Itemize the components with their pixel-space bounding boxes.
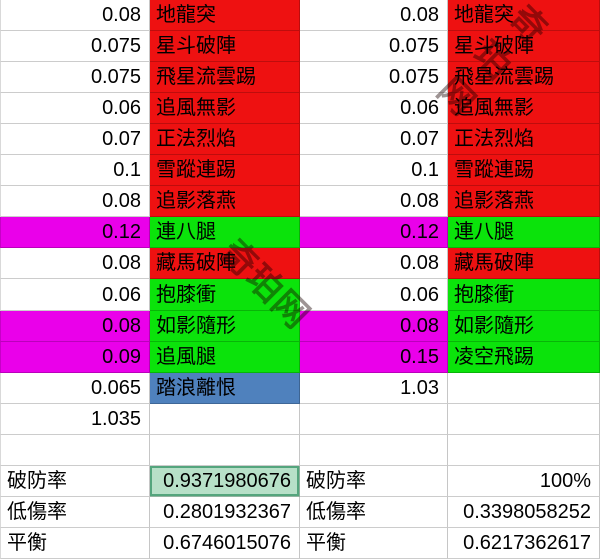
rate-value-cell[interactable]: 0.08 [300,186,448,218]
rate-value-cell[interactable]: 0.06 [0,93,150,125]
rate-value-cell[interactable]: 0.1 [300,155,448,187]
skill-name-cell[interactable]: 正法烈焰 [150,124,300,156]
rate-value-cell[interactable]: 0.06 [0,279,150,311]
rate-value-cell[interactable]: 0.08 [300,310,448,342]
summary-value-cell[interactable]: 0.9371980676 [150,465,300,497]
summary-label-cell[interactable]: 破防率 [0,465,150,497]
skill-name-cell[interactable]: 如影隨形 [448,310,600,342]
rate-value-cell[interactable]: 0.15 [300,341,448,373]
skill-name-cell[interactable]: 地龍突 [150,0,300,32]
summary-label-cell[interactable]: 低傷率 [0,496,150,528]
rate-value-cell[interactable] [300,434,448,466]
skill-name-cell[interactable]: 星斗破陣 [150,31,300,63]
summary-value-cell[interactable]: 0.6217362617 [448,527,600,559]
skill-name-cell[interactable]: 星斗破陣 [448,31,600,63]
skill-name-cell[interactable]: 抱膝衝 [150,279,300,311]
skill-name-cell[interactable] [150,403,300,435]
skill-name-cell[interactable]: 雪蹤連踢 [448,155,600,187]
skill-name-cell[interactable] [448,372,600,404]
skill-name-cell[interactable]: 飛星流雲踢 [448,62,600,94]
rate-value-cell[interactable]: 0.075 [300,31,448,63]
skill-name-cell[interactable]: 連八腿 [448,217,600,249]
rate-value-cell[interactable]: 0.12 [0,217,150,249]
summary-value-cell[interactable]: 0.3398058252 [448,496,600,528]
rate-value-cell[interactable]: 0.08 [0,186,150,218]
rate-value-cell[interactable]: 0.09 [0,341,150,373]
rate-value-cell[interactable]: 0.06 [300,279,448,311]
skill-name-cell[interactable]: 踏浪離恨 [150,372,300,404]
summary-value-cell[interactable]: 100% [448,465,600,497]
skill-name-cell[interactable] [448,434,600,466]
rate-value-cell[interactable] [300,403,448,435]
rate-value-cell[interactable]: 0.08 [0,310,150,342]
summary-value-cell[interactable]: 0.6746015076 [150,527,300,559]
skill-name-cell[interactable] [150,434,300,466]
rate-value-cell[interactable]: 0.065 [0,372,150,404]
skill-name-cell[interactable]: 藏馬破陣 [150,248,300,280]
rate-value-cell[interactable]: 0.08 [300,0,448,32]
rate-value-cell[interactable]: 0.1 [0,155,150,187]
summary-label-cell[interactable]: 平衡 [300,527,448,559]
summary-value-cell[interactable]: 0.2801932367 [150,496,300,528]
summary-label-cell[interactable]: 低傷率 [300,496,448,528]
skill-name-cell[interactable] [448,403,600,435]
rate-value-cell[interactable]: 0.08 [0,248,150,280]
skill-name-cell[interactable]: 如影隨形 [150,310,300,342]
skill-name-cell[interactable]: 追風腿 [150,341,300,373]
rate-value-cell[interactable]: 1.03 [300,372,448,404]
skill-name-cell[interactable]: 正法烈焰 [448,124,600,156]
rate-value-cell[interactable]: 0.06 [300,93,448,125]
skill-name-cell[interactable]: 凌空飛踢 [448,341,600,373]
skill-name-cell[interactable]: 追風無影 [448,93,600,125]
skill-name-cell[interactable]: 連八腿 [150,217,300,249]
rate-value-cell[interactable]: 0.08 [300,248,448,280]
skill-name-cell[interactable]: 地龍突 [448,0,600,32]
rate-value-cell[interactable]: 1.035 [0,403,150,435]
skill-name-cell[interactable]: 追影落燕 [448,186,600,218]
skill-name-cell[interactable]: 追影落燕 [150,186,300,218]
summary-label-cell[interactable]: 破防率 [300,465,448,497]
skill-name-cell[interactable]: 雪蹤連踢 [150,155,300,187]
rate-value-cell[interactable]: 0.12 [300,217,448,249]
rate-value-cell[interactable]: 0.075 [300,62,448,94]
rate-value-cell[interactable]: 0.08 [0,0,150,32]
skill-name-cell[interactable]: 藏馬破陣 [448,248,600,280]
skill-name-cell[interactable]: 飛星流雲踢 [150,62,300,94]
rate-value-cell[interactable]: 0.07 [300,124,448,156]
summary-label-cell[interactable]: 平衡 [0,527,150,559]
skill-name-cell[interactable]: 抱膝衝 [448,279,600,311]
rate-value-cell[interactable]: 0.075 [0,31,150,63]
skill-name-cell[interactable]: 追風無影 [150,93,300,125]
rate-value-cell[interactable]: 0.07 [0,124,150,156]
rate-value-cell[interactable] [0,434,150,466]
rate-value-cell[interactable]: 0.075 [0,62,150,94]
